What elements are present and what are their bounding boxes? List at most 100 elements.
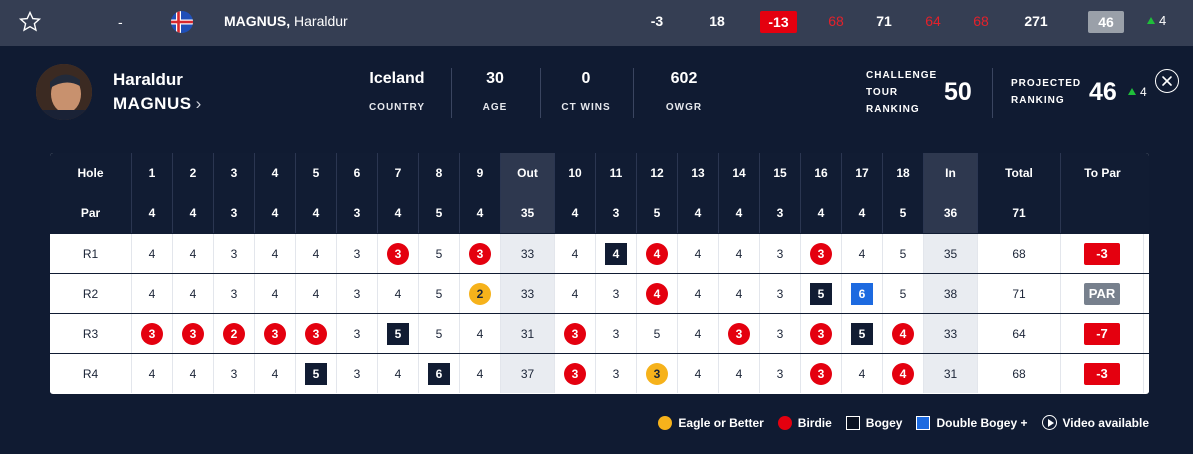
birdie-score-marker: 3	[387, 242, 409, 265]
age-stat: 30 AGE	[464, 70, 526, 113]
legend-double-bogey: Double Bogey +	[916, 415, 1028, 430]
score-cell: 71	[978, 274, 1061, 313]
score-cell: 3	[596, 274, 637, 313]
score-cell: 3	[760, 234, 801, 273]
divider	[992, 68, 993, 118]
close-button[interactable]	[1155, 69, 1179, 93]
score-cell: 68	[978, 234, 1061, 273]
round-3-score: 64	[925, 13, 941, 29]
round-2-score: 71	[876, 13, 892, 29]
par-cell: 4	[255, 193, 296, 233]
score-cell: 4	[678, 274, 719, 313]
score-cell: 4	[596, 234, 637, 273]
score-cell: 3	[555, 354, 596, 393]
par-cell: 3	[337, 193, 378, 233]
to-par-badge: PAR	[1084, 282, 1120, 305]
score-cell: 5	[801, 274, 842, 313]
score-cell: 33	[501, 234, 555, 273]
to-par-cell: PAR	[1061, 274, 1144, 313]
to-par-cell: -3	[1061, 234, 1144, 273]
par-cell: 3	[596, 193, 637, 233]
score-cell: 3	[637, 354, 678, 393]
leaderboard-row[interactable]: - MAGNUS, Haraldur -3 18 -13 68 71 64 68…	[0, 0, 1193, 46]
favorite-star-icon[interactable]	[18, 10, 42, 34]
legend-video-label: Video available	[1062, 415, 1150, 430]
par-cell: 4	[173, 193, 214, 233]
bogey-score-marker: 5	[305, 362, 327, 385]
owgr-value: 602	[670, 70, 698, 87]
score-cell: 4	[719, 234, 760, 273]
chevron-right-icon: ›	[195, 94, 202, 113]
score-cell: 4	[637, 234, 678, 273]
hole-header-cell: 4	[255, 153, 296, 193]
score-cell: 4	[173, 274, 214, 313]
legend: Eagle or Better Birdie Bogey Double Boge…	[644, 415, 1149, 430]
age-label: AGE	[482, 102, 508, 113]
par-cell	[1061, 193, 1144, 233]
par-cell: 35	[501, 193, 555, 233]
bogey-score-marker: 6	[428, 362, 450, 385]
movement: 4	[1147, 13, 1166, 28]
player-profile-link[interactable]: MAGNUS ›	[113, 94, 202, 114]
score-cell: 3	[214, 234, 255, 273]
birdie-score-marker: 3	[810, 362, 832, 385]
score-cell: 3	[337, 234, 378, 273]
birdie-score-marker: 3	[810, 242, 832, 265]
hole-header-cell: Total	[978, 153, 1061, 193]
score-cell: 4	[132, 354, 173, 393]
projected-ranking-value: 46	[1089, 78, 1117, 106]
score-cell: 4	[460, 354, 501, 393]
score-cell: 64	[978, 314, 1061, 353]
bogey-score-marker: 5	[851, 322, 873, 345]
par-cell: 3	[760, 193, 801, 233]
par-row: Par 4 4 3 4 4 3 4 5 4 35 4 3 5 4 4 3 4 4 5 36 71	[50, 193, 1149, 233]
score-cell: 5	[883, 234, 924, 273]
player-first-name-header: Haraldur	[113, 70, 183, 89]
hole-header-cell: To Par	[1084, 166, 1121, 180]
to-par-badge: -7	[1084, 322, 1120, 345]
round-row: R3 3 3 2 3 3 3 5 5 4 31 3 3 5 4 3 3 3 5 4 33 64 -7	[50, 313, 1149, 353]
score-cell: 5	[842, 314, 883, 353]
legend-birdie: Birdie	[777, 415, 832, 430]
score-cell: 4	[378, 354, 419, 393]
country-value: Iceland	[369, 70, 425, 87]
hole-header-cell: 1	[132, 153, 173, 193]
score-cell: 37	[501, 354, 555, 393]
score-cell: 2	[460, 274, 501, 313]
score-cell: 3	[296, 314, 337, 353]
projected-ranking-label: PROJECTED RANKING	[1011, 75, 1081, 109]
play-icon	[1041, 415, 1057, 430]
score-cell: 38	[924, 274, 978, 313]
par-cell: 71	[978, 193, 1061, 233]
par-cell: 5	[883, 193, 924, 233]
to-par-badge: -3	[1084, 362, 1120, 385]
score-cell: 4	[555, 274, 596, 313]
score-cell: 3	[596, 314, 637, 353]
double-bogey-marker-icon	[916, 415, 931, 430]
score-cell: 3	[337, 314, 378, 353]
score-cell: 2	[214, 314, 255, 353]
birdie-score-marker: 3	[810, 322, 832, 345]
score-cell: 4	[719, 354, 760, 393]
hole-header-cell: 3	[214, 153, 255, 193]
scorecard: Hole 1 2 3 4 5 6 7 8 9 Out 10 11 12 13 14 15 16 17 18 In Tota…	[50, 153, 1149, 394]
score-cell: 4	[296, 234, 337, 273]
score-cell: 4	[173, 234, 214, 273]
hole-header-cell: 18	[883, 153, 924, 193]
player-name[interactable]: MAGNUS, Haraldur	[224, 13, 348, 29]
round-row: R4 4 4 3 4 5 3 4 6 4 37 3 3 3 4 4 3 3 4 4 31 68 -3	[50, 353, 1149, 393]
birdie-score-marker: 3	[469, 242, 491, 265]
score-cell: 3	[378, 234, 419, 273]
hole-header-cell: In	[924, 153, 978, 193]
score-cell: 6	[419, 354, 460, 393]
score-cell: 3	[214, 354, 255, 393]
score-cell: 3	[337, 274, 378, 313]
par-cell: 5	[637, 193, 678, 233]
score-cell: 3	[760, 314, 801, 353]
hole-header-row: Hole 1 2 3 4 5 6 7 8 9 Out 10 11 12 13 14 15 16 17 18 In Tota…	[50, 153, 1149, 193]
total-strokes: 271	[1024, 13, 1048, 29]
par-cell: 4	[801, 193, 842, 233]
legend-bogey: Bogey	[845, 415, 902, 430]
birdie-score-marker: 4	[892, 322, 914, 345]
eagle-score-marker: 2	[469, 282, 491, 305]
